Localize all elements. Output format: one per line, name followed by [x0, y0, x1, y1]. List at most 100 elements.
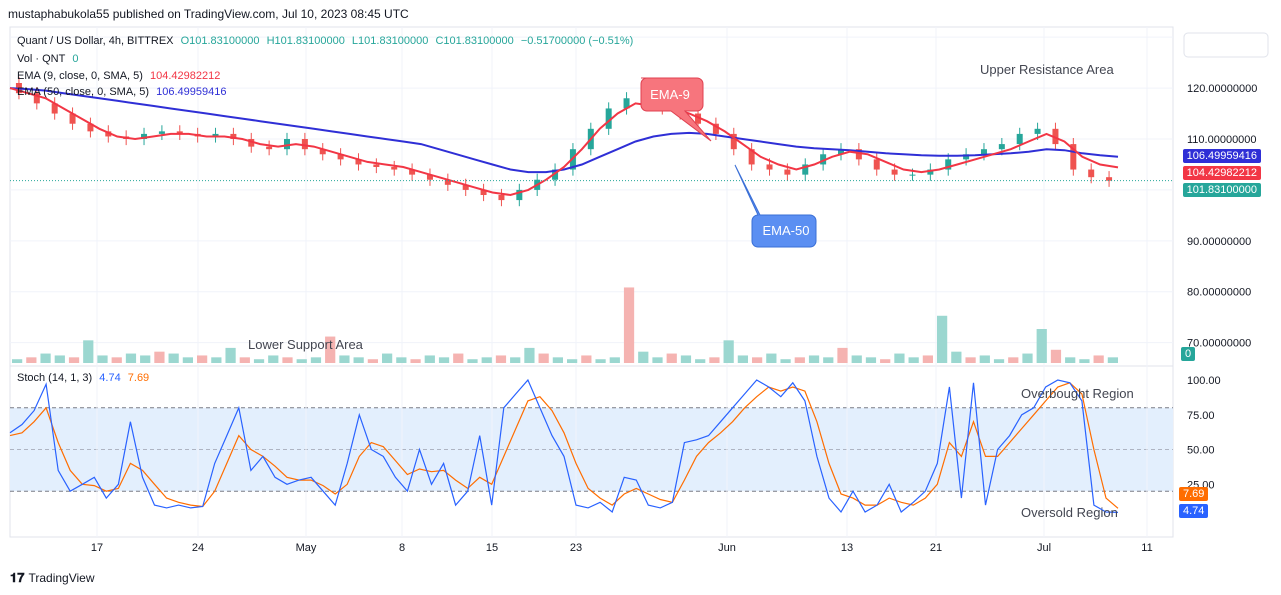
volume-bar — [581, 355, 592, 363]
candle-body — [1052, 128, 1059, 145]
last-price-label: 101.83100000 — [1182, 183, 1261, 197]
legend-vol-value: 0 — [72, 53, 79, 65]
time-tick-label: 21 — [930, 542, 942, 554]
volume-bar — [197, 355, 208, 363]
legend-close: C101.83100000 — [435, 35, 514, 47]
volume-price-label: 0 — [1181, 347, 1196, 361]
volume-bar — [652, 357, 663, 363]
legend-ema50: EMA (50, close, 0, SMA, 5) — [17, 86, 150, 98]
volume-bar — [140, 355, 151, 363]
legend-ema50-row: EMA (50, close, 0, SMA, 5) 106.49959416 — [17, 86, 230, 98]
volume-bar — [382, 353, 393, 363]
candle-body — [212, 133, 219, 137]
volume-bar — [310, 357, 322, 363]
volume-bar — [780, 359, 791, 363]
volume-bar — [1008, 357, 1019, 363]
volume-bar — [1093, 355, 1104, 363]
legend-vol: Vol · QNT — [17, 53, 66, 65]
time-tick-label: 8 — [399, 542, 405, 554]
candle-body — [51, 103, 58, 114]
candle-body — [927, 169, 934, 175]
volume-bar — [865, 357, 877, 363]
candle-body — [105, 131, 112, 137]
candle-body — [284, 139, 290, 150]
time-tick-label: 24 — [192, 542, 204, 554]
volume-bar — [1050, 349, 1062, 363]
tradingview-brand[interactable]: 𝟏𝟕 TradingView — [10, 570, 95, 586]
volume-bar — [666, 353, 677, 363]
publish-header: mustaphabukola55 published on TradingVie… — [8, 7, 409, 21]
volume-bar — [495, 355, 507, 363]
candle-body — [248, 139, 255, 147]
volume-bar — [552, 357, 563, 363]
candle-body — [766, 164, 773, 170]
tradingview-logo-icon: 𝟏𝟕 — [10, 570, 25, 585]
candle-body — [748, 149, 755, 165]
ema9-line — [9, 87, 1119, 197]
candle-body — [980, 149, 987, 155]
candle-body — [873, 159, 880, 170]
candle-body — [909, 174, 916, 176]
ema9-callout — [640, 77, 712, 142]
legend-ema9-value: 104.42982212 — [150, 70, 221, 82]
volume-bar — [182, 357, 193, 363]
candle-body — [730, 133, 737, 150]
lower-support-label: Lower Support Area — [248, 337, 364, 352]
volume-bar — [239, 357, 250, 363]
legend-stoch-d: 7.69 — [127, 372, 150, 384]
time-tick-label: 11 — [1141, 542, 1152, 554]
oversold-label: Oversold Region — [1021, 505, 1118, 520]
volume-bar — [1065, 357, 1076, 363]
volume-bar — [97, 355, 108, 363]
candle-body — [141, 133, 148, 139]
volume-bar — [125, 353, 137, 363]
candle-body — [820, 154, 827, 165]
candle-body — [319, 149, 326, 155]
stoch-k-line — [9, 378, 1119, 514]
time-tick-label: 15 — [486, 542, 498, 554]
volume-bar — [168, 353, 179, 363]
volume-bar — [438, 357, 450, 363]
volume-bar — [325, 336, 336, 363]
volume-bar — [467, 359, 478, 363]
time-tick-label: Jul — [1037, 542, 1051, 554]
candle-body — [552, 169, 559, 180]
candle-body — [1016, 133, 1023, 145]
volume-bar — [453, 353, 464, 363]
ema9-callout-label: EMA-9 — [650, 87, 690, 102]
ema50-line — [9, 87, 1119, 174]
volume-bar — [510, 357, 521, 363]
candle-body — [945, 159, 952, 170]
volume-bar — [993, 359, 1005, 363]
legend-stoch-row: Stoch (14, 1, 3) 4.74 7.69 — [17, 372, 153, 384]
candle-body — [266, 146, 273, 150]
volume-bar — [367, 359, 378, 363]
candle-body — [391, 167, 398, 170]
candle-body — [605, 108, 612, 129]
volume-bar — [68, 357, 80, 363]
volume-bar — [851, 355, 862, 363]
volume-bar — [908, 357, 919, 363]
volume-bar — [567, 359, 578, 363]
legend-ema9-row: EMA (9, close, 0, SMA, 5) 104.42982212 — [17, 70, 224, 82]
volume-bar — [965, 357, 976, 363]
price-tick-label: 110.00000000 — [1187, 134, 1257, 146]
candle-body — [69, 113, 76, 124]
candle-body — [444, 179, 451, 185]
volume-bar — [638, 351, 649, 363]
volume-bar — [154, 351, 165, 363]
candle-body — [1034, 128, 1041, 134]
volume-bar — [12, 359, 23, 363]
candle-body — [963, 154, 970, 160]
volume-bar — [766, 353, 777, 363]
volume-bar — [695, 359, 706, 363]
overbought-label: Overbought Region — [1021, 386, 1134, 401]
volume-bar — [609, 357, 620, 363]
volume-bar — [595, 359, 606, 363]
candle-body — [998, 144, 1005, 150]
legend-stoch-k: 4.74 — [99, 372, 121, 384]
volume-bar — [752, 357, 763, 363]
volume-bar — [26, 357, 37, 363]
time-tick-label: 13 — [841, 542, 853, 554]
candle-body — [784, 169, 791, 175]
